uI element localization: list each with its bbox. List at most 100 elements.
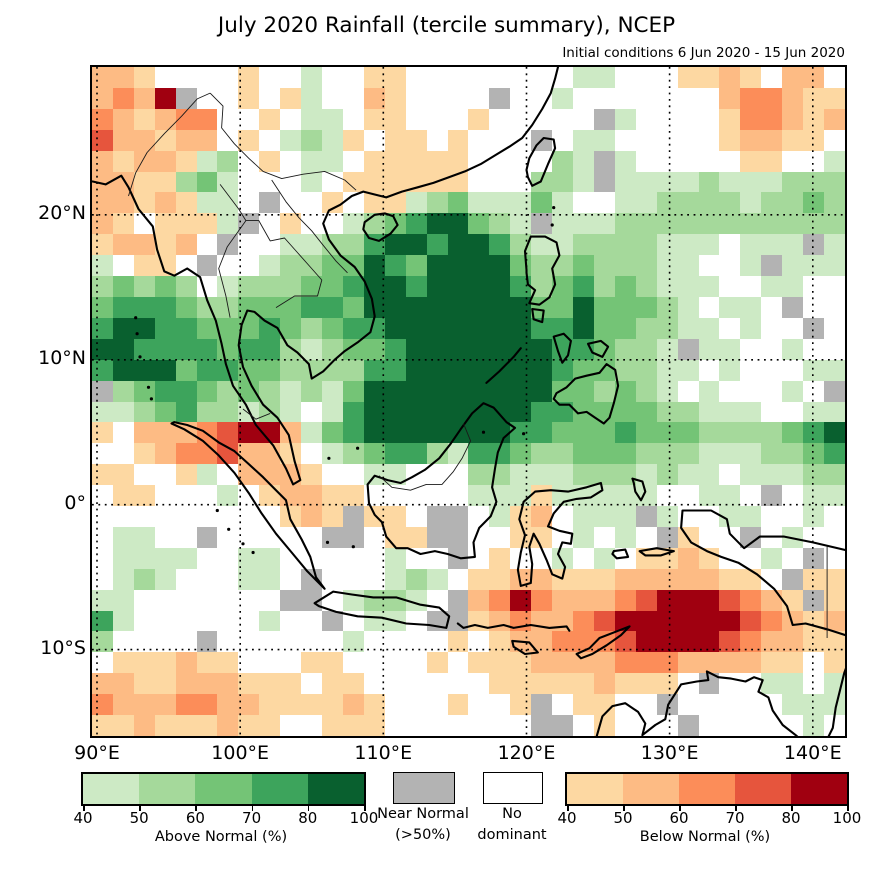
grid-cell [531, 526, 553, 548]
grid-cell [259, 87, 281, 109]
grid-cell [447, 192, 469, 214]
grid-cell [175, 234, 197, 256]
grid-cell [782, 568, 804, 590]
grid-cell [217, 401, 239, 423]
grid-cell [677, 422, 699, 444]
grid-cell [552, 443, 574, 465]
grid-cell [531, 694, 553, 716]
grid-cell [342, 694, 364, 716]
grid-cell [238, 694, 260, 716]
grid-cell [531, 234, 553, 256]
coastline-new-guinea [680, 509, 845, 637]
grid-cell [196, 673, 218, 695]
grid-cell [322, 296, 343, 318]
grid-cell [698, 652, 720, 674]
grid-cell [217, 422, 239, 444]
grid-cell [761, 87, 783, 109]
grid-cell [635, 359, 657, 381]
grid-cell [782, 652, 804, 674]
grid-cell [112, 547, 134, 569]
grid-cell [552, 87, 574, 109]
grid-cell [259, 276, 281, 297]
grid-cell [447, 338, 469, 360]
grid-cell [112, 150, 134, 172]
grid-cell [447, 506, 469, 527]
grid-cell [363, 296, 385, 318]
grid-cell [656, 67, 678, 88]
grid-cell [803, 129, 825, 151]
grid-cell [782, 673, 804, 695]
grid-cell [280, 67, 302, 88]
grid-cell [489, 67, 511, 88]
grid-cell [740, 296, 762, 318]
grid-cell [196, 192, 218, 214]
colorbar-tick [679, 804, 681, 811]
grid-cell [635, 234, 657, 256]
grid-cell [363, 631, 385, 653]
grid-cell [133, 485, 155, 507]
grid-cell [405, 150, 427, 172]
grid-cell [782, 317, 804, 339]
grid-cell [614, 506, 636, 527]
grid-cell [468, 296, 490, 318]
grid-cell [426, 673, 448, 695]
grid-cell [593, 108, 615, 130]
grid-cell [593, 255, 615, 277]
grid-cell [196, 317, 218, 339]
grid-cell [803, 526, 825, 548]
grid-cell [426, 276, 448, 297]
grid-cell [384, 589, 406, 611]
grid-cell [635, 401, 657, 423]
grid-cell [740, 485, 762, 507]
grid-cell [803, 192, 825, 214]
grid-cell [322, 359, 343, 381]
grid-cell [384, 694, 406, 716]
grid-cell [322, 276, 343, 297]
grid-cell [740, 443, 762, 465]
grid-cell [196, 589, 218, 611]
grid-cell [322, 715, 343, 736]
grid-cell [342, 129, 364, 151]
colorbar-segment [567, 774, 623, 804]
grid-cell [405, 526, 427, 548]
grid-cell [175, 380, 197, 402]
grid-cell [301, 401, 323, 423]
grid-cell [112, 192, 134, 214]
grid-cell [761, 108, 783, 130]
grid-cell [782, 129, 804, 151]
grid-cell [468, 255, 490, 277]
grid-cell [154, 108, 176, 130]
grid-cell [698, 673, 720, 695]
grid-cell [824, 129, 845, 151]
grid-cell [635, 150, 657, 172]
grid-cell [196, 129, 218, 151]
grid-cell [301, 380, 323, 402]
grid-cell [740, 150, 762, 172]
grid-cell [196, 87, 218, 109]
grid-cell [593, 443, 615, 465]
grid-cell [322, 506, 343, 527]
grid-cell [133, 673, 155, 695]
small-island-dot [356, 446, 360, 450]
grid-cell [301, 568, 323, 590]
grid-cell [489, 87, 511, 109]
grid-cell [280, 526, 302, 548]
grid-cell [614, 380, 636, 402]
grid-cell [573, 129, 594, 151]
grid-cell [342, 338, 364, 360]
grid-cell [92, 464, 113, 486]
grid-cell [468, 338, 490, 360]
grid-cell [322, 422, 343, 444]
grid-cell [154, 589, 176, 611]
colorbar-tick [847, 804, 849, 811]
grid-cell [363, 422, 385, 444]
border-malaysia-thailand [242, 408, 271, 420]
grid-cell [342, 67, 364, 88]
grid-cell [761, 213, 783, 235]
grid-cell [803, 338, 825, 360]
grid-cell [573, 296, 594, 318]
grid-cell [803, 296, 825, 318]
grid-cell [782, 338, 804, 360]
grid-cell [782, 150, 804, 172]
coastline-buru [611, 548, 630, 560]
